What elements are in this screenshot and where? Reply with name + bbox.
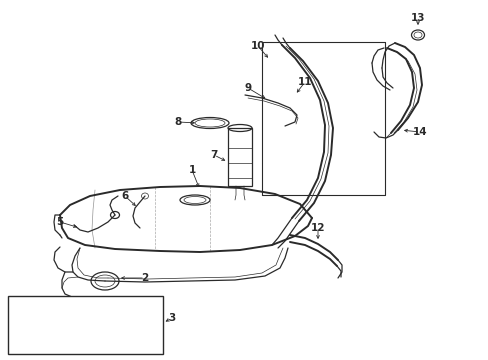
Bar <box>8 296 163 354</box>
Text: 4: 4 <box>88 297 96 307</box>
Text: 7: 7 <box>210 150 217 160</box>
Text: 6: 6 <box>121 191 128 201</box>
Text: 13: 13 <box>410 13 425 23</box>
Text: 3: 3 <box>168 313 175 323</box>
Text: 10: 10 <box>250 41 264 51</box>
Text: 1: 1 <box>188 165 195 175</box>
Text: 11: 11 <box>297 77 312 87</box>
Text: 8: 8 <box>174 117 181 127</box>
Text: 2: 2 <box>141 273 148 283</box>
Bar <box>227 128 251 186</box>
Text: 9: 9 <box>244 83 251 93</box>
Text: 12: 12 <box>310 223 325 233</box>
Text: 5: 5 <box>56 217 63 227</box>
Text: 14: 14 <box>412 127 427 137</box>
